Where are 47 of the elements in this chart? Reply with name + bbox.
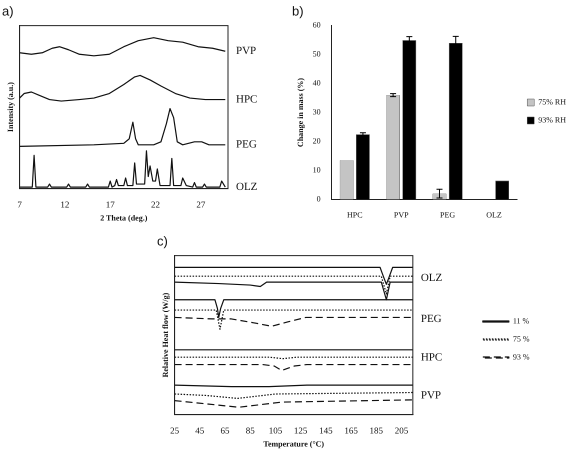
x-tick-label: 165 (344, 425, 358, 436)
x-tick-label: 145 (319, 425, 334, 436)
x-tick-label: 185 (370, 425, 384, 436)
x-tick-label: 85 (246, 425, 256, 436)
x-tick-label: OLZ (486, 210, 502, 220)
chart-title: c) (157, 233, 168, 248)
y-tick-label: 40 (312, 78, 321, 88)
chart-title: b) (292, 3, 304, 18)
legend-label: 93 % (512, 352, 530, 362)
series-label: HPC (236, 93, 258, 106)
x-tick-label: 7 (17, 199, 22, 210)
x-tick-label: 45 (195, 425, 205, 436)
legend-label: 75 % (512, 334, 530, 344)
x-tick-label: 205 (394, 425, 409, 436)
x-tick-label: HPC (347, 210, 363, 220)
y-tick-label: 0 (316, 194, 321, 204)
legend-label: 93% RH (538, 116, 566, 125)
series-label: PVP (236, 45, 256, 58)
x-tick-label: 125 (294, 425, 308, 436)
x-tick-label: PVP (394, 210, 410, 220)
x-tick-label: PEG (440, 210, 456, 220)
x-tick-label: 22 (151, 199, 160, 210)
legend-label: 75% RH (538, 98, 566, 107)
x-tick-label: 65 (220, 425, 230, 436)
series-label: PEG (236, 138, 257, 151)
y-tick-label: 60 (312, 20, 321, 30)
x-axis-title: 2 Theta (deg.) (100, 213, 148, 222)
y-tick-label: 50 (312, 50, 321, 59)
y-axis-title: Intensity (a.u.) (6, 82, 15, 132)
text: HPC (420, 351, 442, 364)
x-axis-title: Temperature (°C) (263, 439, 324, 448)
chart-title: a) (2, 3, 14, 18)
x-tick-label: 27 (196, 199, 206, 210)
y-tick-label: 20 (312, 136, 321, 146)
series-label: OLZ (236, 180, 258, 193)
y-tick-label: 10 (312, 166, 321, 175)
x-tick-label: 105 (268, 425, 283, 436)
y-axis-title: Change in mass (%) (296, 78, 305, 148)
y-axis-title: Relative Heat flow (W/g) (160, 292, 170, 378)
x-tick-label: 17 (106, 199, 116, 210)
x-tick-label: 12 (60, 199, 70, 210)
text: OLZ (420, 272, 442, 284)
text: PVP (420, 389, 442, 402)
y-tick-label: 30 (312, 108, 321, 117)
x-tick-label: 25 (170, 425, 180, 436)
text: PEG (420, 313, 442, 326)
legend-label: 11 % (512, 316, 530, 326)
